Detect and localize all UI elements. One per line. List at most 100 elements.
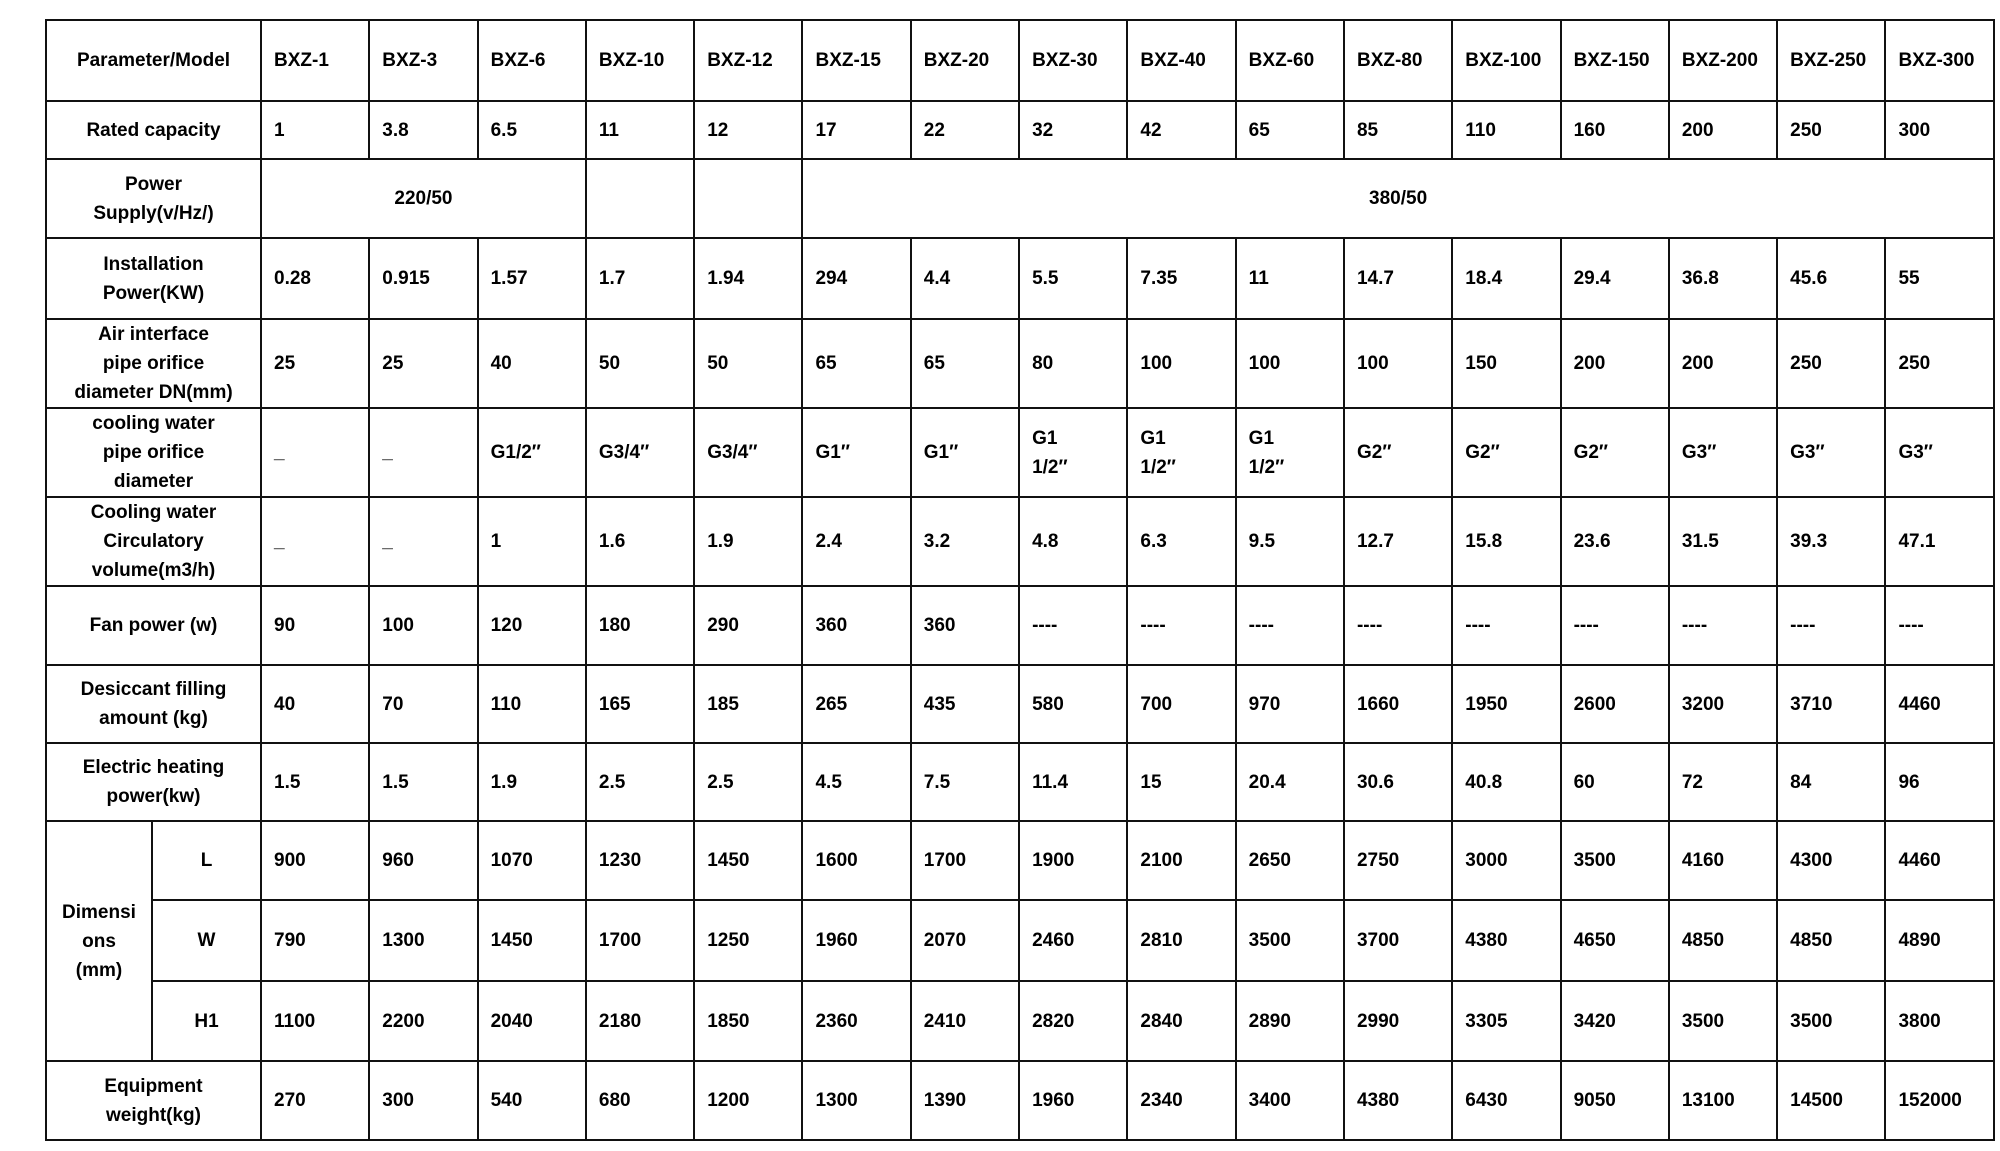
table-cell: 360 (801, 585, 912, 666)
table-cell: ---- (1234, 585, 1345, 666)
table-cell: 2180 (584, 980, 696, 1062)
table-cell: 3200 (1667, 664, 1779, 744)
dimension-sublabel: H1 (151, 980, 262, 1062)
table-cell: 1100 (259, 980, 371, 1062)
table-cell: 22 (909, 100, 1021, 160)
table-cell: 165 (584, 664, 696, 744)
table-cell: 1 (476, 496, 587, 587)
table-cell: G2″ (1559, 407, 1670, 498)
dimension-row: W 790 1300 1450 1700 1250 1960 2070 2460 2810 3500… (46, 899, 1995, 982)
table-cell: 680 (584, 1060, 696, 1141)
table-cell: 11 (584, 100, 696, 160)
row-label: Fan power (w) (45, 585, 262, 666)
table-cell: 1230 (584, 820, 696, 901)
row-label: Desiccant filling amount (kg) (45, 664, 262, 744)
table-cell: ---- (1018, 585, 1129, 666)
table-cell: 180 (584, 585, 696, 666)
model-header: BXZ-150 (1559, 19, 1670, 102)
table-cell: 4.8 (1018, 496, 1129, 587)
table-cell: 4890 (1884, 899, 1995, 982)
table-cell: 4.5 (801, 742, 912, 822)
table-cell: 2410 (909, 980, 1021, 1062)
table-cell: ---- (1126, 585, 1237, 666)
table-cell: 1950 (1451, 664, 1562, 744)
table-cell: 1300 (801, 1060, 912, 1141)
table-cell: 12.7 (1342, 496, 1454, 587)
table-cell: 1600 (801, 820, 912, 901)
spec-table: Parameter/Model BXZ-1 BXZ-3 BXZ-6 BXZ-10 BXZ-… (45, 19, 1995, 1141)
table-cell: 65 (1234, 100, 1345, 160)
row-label: Power Supply(v/Hz/) (45, 158, 262, 239)
model-header: BXZ-40 (1126, 19, 1237, 102)
table-cell: 1.57 (476, 237, 587, 320)
model-header: BXZ-10 (584, 19, 696, 102)
table-cell: 2.4 (801, 496, 912, 587)
table-cell: 2650 (1234, 820, 1345, 901)
merged-cell (584, 158, 696, 239)
table-cell: 17 (801, 100, 912, 160)
table-cell: 200 (1667, 100, 1779, 160)
table-cell: 6430 (1451, 1060, 1562, 1141)
table-cell: G1″ (801, 407, 912, 498)
table-cell: 120 (476, 585, 587, 666)
table-cell: 11.4 (1018, 742, 1129, 822)
table-cell: 250 (1776, 318, 1887, 409)
table-cell: 50 (693, 318, 804, 409)
table-cell: 970 (1234, 664, 1345, 744)
table-cell: G2″ (1451, 407, 1562, 498)
table-cell: 80 (1018, 318, 1129, 409)
table-cell: 1.5 (368, 742, 479, 822)
table-cell: G3/4″ (693, 407, 804, 498)
table-cell: 1250 (693, 899, 804, 982)
table-cell: G2″ (1342, 407, 1454, 498)
table-cell: 6.3 (1126, 496, 1237, 587)
table-cell: 1850 (693, 980, 804, 1062)
table-cell: G1 1/2″ (1126, 407, 1237, 498)
table-cell: 3305 (1451, 980, 1562, 1062)
dimension-row: Dimensi ons (mm) L 900 960 1070 1230 1450 1600 1… (45, 820, 1995, 1062)
table-cell: _ (259, 496, 371, 587)
table-row: Electric heating power(kw) 1.5 1.5 1.9 2.5 2.… (45, 742, 1995, 822)
table-cell: 36.8 (1667, 237, 1779, 320)
table-cell: 185 (693, 664, 804, 744)
table-cell: 4650 (1559, 899, 1670, 982)
table-cell: 7.35 (1126, 237, 1237, 320)
table-cell: 2200 (368, 980, 479, 1062)
model-header: BXZ-250 (1776, 19, 1887, 102)
table-cell: 2600 (1559, 664, 1670, 744)
table-cell: 1.5 (259, 742, 371, 822)
table-cell: 20.4 (1234, 742, 1345, 822)
table-cell: ---- (1667, 585, 1779, 666)
table-cell: 1660 (1342, 664, 1454, 744)
table-cell: 1450 (476, 899, 587, 982)
model-header: BXZ-80 (1342, 19, 1454, 102)
table-cell: 1300 (368, 899, 479, 982)
table-cell: 9050 (1559, 1060, 1670, 1141)
table-cell: 4380 (1451, 899, 1562, 982)
table-cell: 14500 (1776, 1060, 1887, 1141)
table-cell: 2750 (1342, 820, 1454, 901)
table-cell: ---- (1342, 585, 1454, 666)
table-cell: 40.8 (1451, 742, 1562, 822)
table-cell: 110 (1451, 100, 1562, 160)
table-cell: _ (368, 407, 479, 498)
table-row: Installation Power(KW) 0.28 0.915 1.57 1.7 1.… (45, 237, 1995, 320)
table-cell: 25 (259, 318, 371, 409)
table-cell: 1.9 (476, 742, 587, 822)
table-cell: 1700 (584, 899, 696, 982)
table-cell: 4300 (1776, 820, 1887, 901)
table-cell: 2820 (1018, 980, 1129, 1062)
table-cell: 18.4 (1451, 237, 1562, 320)
table-cell: 1.9 (693, 496, 804, 587)
table-cell: 65 (909, 318, 1021, 409)
table-cell: 1390 (909, 1060, 1021, 1141)
table-cell: 4160 (1667, 820, 1779, 901)
table-cell: 13100 (1667, 1060, 1779, 1141)
table-cell: 540 (476, 1060, 587, 1141)
table-cell: 300 (368, 1060, 479, 1141)
table-cell: 0.28 (259, 237, 371, 320)
table-cell: G3″ (1884, 407, 1995, 498)
table-cell: ---- (1776, 585, 1887, 666)
table-cell: 4850 (1776, 899, 1887, 982)
model-header: BXZ-100 (1451, 19, 1562, 102)
